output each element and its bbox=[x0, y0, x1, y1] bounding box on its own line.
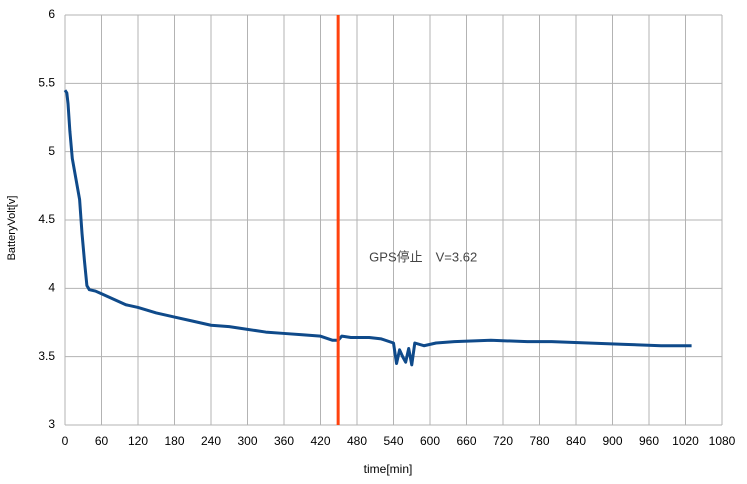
x-tick-label: 240 bbox=[201, 434, 221, 448]
y-tick-label: 3.5 bbox=[38, 349, 55, 363]
y-tick-label: 3 bbox=[48, 417, 55, 431]
x-tick-label: 660 bbox=[456, 434, 476, 448]
x-tick-label: 180 bbox=[164, 434, 184, 448]
x-tick-label: 60 bbox=[95, 434, 109, 448]
annotation: GPS停止 V=3.62 bbox=[369, 250, 477, 265]
x-tick-label: 120 bbox=[128, 434, 148, 448]
x-tick-label: 300 bbox=[237, 434, 257, 448]
x-tick-label: 1080 bbox=[709, 434, 736, 448]
x-tick-label: 420 bbox=[310, 434, 330, 448]
y-tick-label: 5.5 bbox=[38, 76, 55, 90]
y-tick-label: 5 bbox=[48, 144, 55, 158]
data-line bbox=[63, 89, 692, 367]
x-tick-label: 480 bbox=[347, 434, 367, 448]
x-tick-label: 540 bbox=[383, 434, 403, 448]
x-tick-label: 900 bbox=[602, 434, 622, 448]
x-tick-label: 720 bbox=[493, 434, 513, 448]
y-axis-label: BatteryVolt[v] bbox=[6, 196, 18, 261]
x-tick-label: 600 bbox=[420, 434, 440, 448]
x-tick-label: 840 bbox=[566, 434, 586, 448]
y-tick-label: 6 bbox=[48, 7, 55, 21]
x-tick-label: 0 bbox=[62, 434, 69, 448]
y-tick-label: 4 bbox=[48, 281, 55, 295]
x-axis-label: time[min] bbox=[364, 462, 413, 476]
x-tick-label: 780 bbox=[529, 434, 549, 448]
y-tick-label: 4.5 bbox=[38, 212, 55, 226]
x-tick-label: 1020 bbox=[672, 434, 699, 448]
x-tick-label: 360 bbox=[274, 434, 294, 448]
x-tick-label: 960 bbox=[639, 434, 659, 448]
